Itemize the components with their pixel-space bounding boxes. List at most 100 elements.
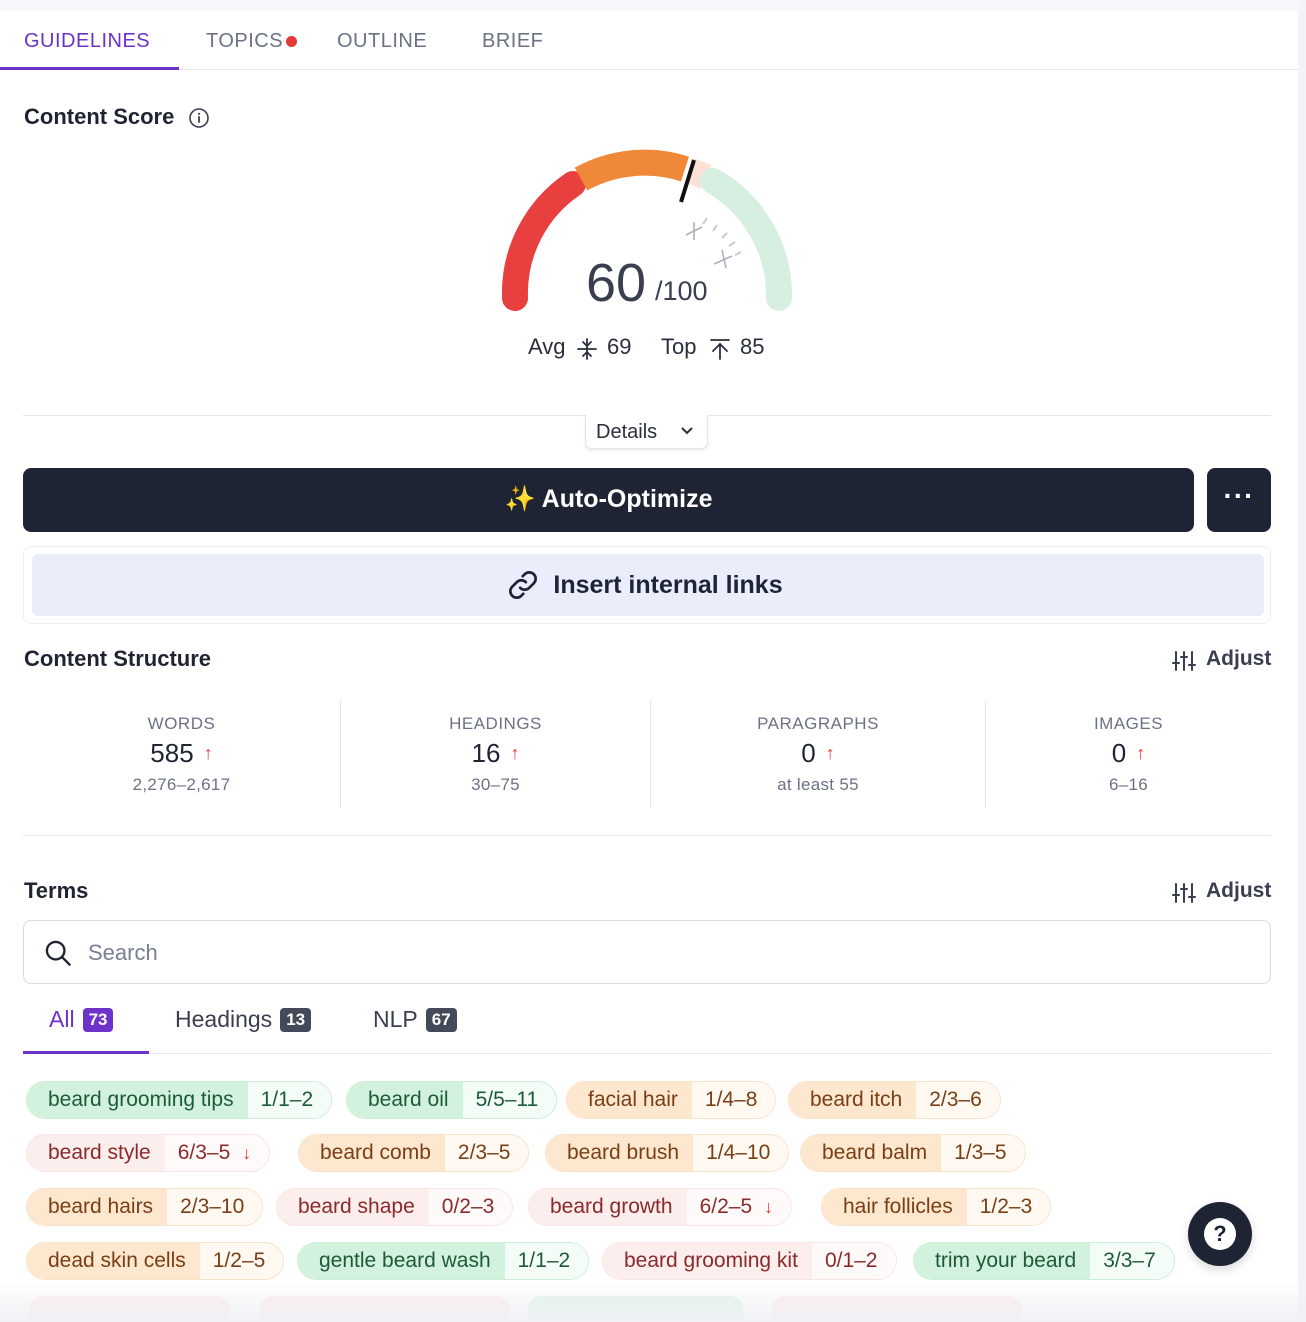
term-count-text: 6/2–5	[699, 1195, 753, 1218]
term-chip[interactable]: beard hairs 2/3–10	[26, 1188, 264, 1226]
arrow-up-icon: ↑	[825, 743, 835, 763]
stat-separator	[340, 700, 341, 808]
stat-number: 0	[1111, 738, 1127, 768]
tab-topics[interactable]: TOPICS	[206, 30, 284, 52]
stat-number: 0	[801, 738, 816, 768]
content-structure-title: Content Structure	[24, 646, 211, 671]
term-chip[interactable]: beard comb 2/3–5	[298, 1134, 530, 1172]
term-count: 1/2–3	[966, 1189, 1051, 1225]
avg-label: Avg	[528, 334, 566, 359]
search-icon	[45, 940, 71, 966]
arrow-down-icon: ↓	[764, 1196, 774, 1217]
count-badge: 73	[82, 1008, 114, 1032]
term-label: beard grooming kit	[603, 1243, 812, 1279]
term-chip[interactable]: beard itch 2/3–6	[788, 1081, 1001, 1119]
stat-images: IMAGES 0 ↑ 6–16	[986, 700, 1271, 808]
stat-value: 0 ↑	[651, 738, 985, 769]
insert-links-panel: Insert internal links	[23, 546, 1271, 624]
term-count: 2/3–6	[916, 1082, 1000, 1118]
more-options-button[interactable]: ···	[1207, 468, 1271, 532]
term-label: beard itch	[789, 1082, 917, 1118]
structure-adjust-button[interactable]: Adjust	[1172, 647, 1272, 673]
term-chip[interactable]: beard style 6/3–5 ↓	[26, 1134, 271, 1172]
term-chip[interactable]: trim your beard 3/3–7	[913, 1242, 1175, 1280]
term-count: 1/1–2	[247, 1082, 332, 1118]
arrow-up-icon: ↑	[510, 743, 520, 763]
question-icon: ?	[1204, 1218, 1236, 1250]
term-label: beard hairs	[27, 1189, 168, 1225]
top-arrow-icon	[710, 339, 730, 360]
count-badge: 13	[280, 1008, 312, 1032]
tab-brief[interactable]: BRIEF	[482, 30, 544, 52]
gauge-needle	[679, 159, 696, 203]
tab-outline[interactable]: OUTLINE	[337, 30, 428, 52]
subtab-nlp[interactable]: NLP 67	[373, 1006, 457, 1034]
term-count: 2/3–5	[444, 1135, 529, 1171]
term-chip[interactable]: dead skin cells 1/2–5	[26, 1242, 285, 1280]
term-label: gentle beard wash	[298, 1243, 505, 1279]
term-chip[interactable]: facial hair 1/4–8	[566, 1081, 777, 1119]
count-badge: 67	[425, 1008, 457, 1032]
term-count: 6/2–5 ↓	[686, 1189, 792, 1225]
stat-label: PARAGRAPHS	[757, 714, 879, 733]
details-toggle[interactable]: Details	[585, 415, 708, 449]
auto-optimize-label: ✨ Auto-Optimize	[504, 485, 713, 513]
help-button[interactable]: ?	[1188, 1202, 1252, 1266]
score-max: /100	[655, 276, 708, 306]
auto-optimize-button[interactable]: ✨ Auto-Optimize	[23, 468, 1194, 532]
term-count: 1/4–10	[693, 1135, 789, 1171]
terms-search	[23, 920, 1271, 984]
top-strip	[0, 0, 1306, 10]
arrow-up-icon: ↑	[1136, 743, 1146, 763]
gauge-segment-red	[501, 171, 586, 311]
term-chip[interactable]: hair follicles 1/2–3	[821, 1188, 1052, 1226]
term-label: beard shape	[277, 1189, 429, 1225]
stat-separator	[985, 700, 986, 808]
term-label: facial hair	[567, 1082, 692, 1118]
term-count-text: 6/3–5	[177, 1141, 231, 1164]
stat-label: IMAGES	[1093, 714, 1164, 733]
subtab-label: NLP	[373, 1006, 418, 1032]
insert-links-label: Insert internal links	[553, 571, 783, 599]
gauge-segment-orange	[574, 149, 689, 191]
term-label: dead skin cells	[27, 1243, 200, 1279]
term-chip[interactable]: beard shape 0/2–3	[276, 1188, 514, 1226]
insert-internal-links-button[interactable]: Insert internal links	[32, 554, 1264, 616]
stat-number: 16	[471, 738, 501, 768]
term-chip[interactable]: beard oil 5/5–11	[346, 1081, 558, 1119]
term-chip[interactable]: beard balm 1/3–5	[800, 1134, 1026, 1172]
term-chip[interactable]: beard growth 6/2–5 ↓	[528, 1188, 793, 1226]
term-label: beard style	[27, 1135, 165, 1171]
stat-range: at least 55	[777, 775, 859, 794]
stat-range: 6–16	[1108, 775, 1149, 794]
avg-value: 69	[607, 334, 632, 359]
terms-title: Terms	[24, 878, 89, 903]
divider	[23, 835, 1271, 836]
term-label: beard growth	[529, 1189, 687, 1225]
stat-range: 30–75	[471, 775, 520, 794]
stat-label: HEADINGS	[449, 714, 542, 733]
stat-value: 16 ↑	[341, 738, 650, 769]
score-gauge	[501, 149, 793, 311]
tab-guidelines[interactable]: GUIDELINES	[24, 30, 151, 52]
search-input[interactable]	[88, 935, 1238, 971]
term-chip[interactable]: beard brush 1/4–10	[545, 1134, 790, 1172]
term-chip[interactable]: gentle beard wash 1/1–2	[297, 1242, 590, 1280]
term-count: 1/4–8	[691, 1082, 776, 1118]
term-chip[interactable]: beard grooming kit 0/1–2	[602, 1242, 897, 1280]
subtab-all[interactable]: All 73	[49, 1006, 114, 1034]
stat-value: 0 ↑	[986, 738, 1271, 769]
subtab-headings[interactable]: Headings 13	[175, 1006, 312, 1034]
stat-number: 585	[150, 738, 194, 768]
term-chip[interactable]: beard grooming tips 1/1–2	[26, 1081, 333, 1119]
stat-paragraphs: PARAGRAPHS 0 ↑ at least 55	[651, 700, 985, 808]
stat-range: 2,276–2,617	[132, 775, 231, 794]
sliders-icon	[1172, 883, 1196, 903]
terms-adjust-button[interactable]: Adjust	[1172, 879, 1272, 905]
average-icon	[577, 338, 597, 360]
active-subtab-underline	[23, 1051, 149, 1054]
term-label: beard grooming tips	[27, 1082, 248, 1118]
info-icon[interactable]	[188, 107, 210, 129]
stat-separator	[650, 700, 651, 808]
term-label: hair follicles	[822, 1189, 967, 1225]
